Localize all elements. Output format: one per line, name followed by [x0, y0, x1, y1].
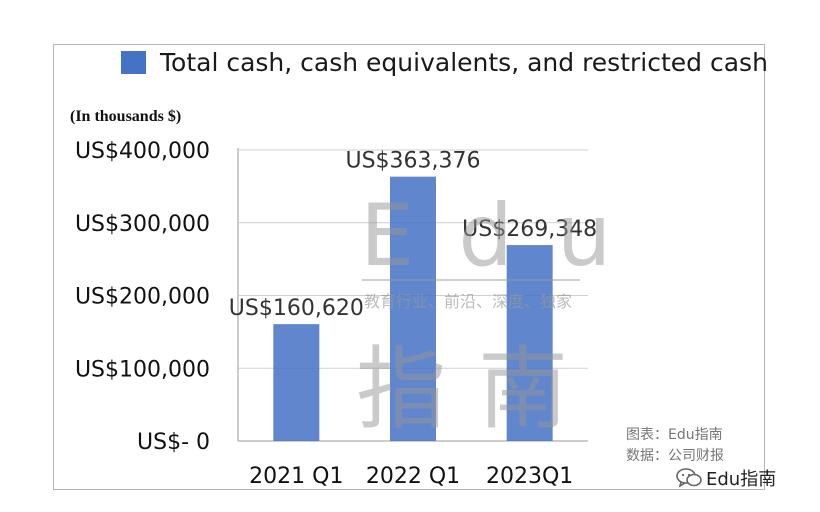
x-tick-label: 2023Q1: [486, 464, 573, 489]
watermark-slogan: 教育行业、前沿、深度、独家: [364, 292, 573, 311]
legend-label: Total cash, cash equivalents, and restri…: [160, 47, 768, 77]
unit-note: (In thousands $): [70, 108, 182, 125]
x-tick-label: 2021 Q1: [249, 464, 343, 489]
bar: [390, 176, 436, 441]
watermark-cjk: 指南: [356, 337, 600, 442]
chart-source-credit: 图表：Edu指南: [626, 427, 723, 443]
legend-swatch: [121, 50, 146, 74]
y-tick-label: US$100,000: [75, 357, 210, 382]
y-tick-label: US$300,000: [75, 212, 210, 237]
bar: [506, 245, 553, 441]
source-credit: 图表：Edu指南 数据：公司财报: [626, 425, 724, 467]
brand: Edu指南: [676, 465, 776, 491]
y-tick-label: US$200,000: [75, 285, 210, 310]
y-tick-label: US$- 0: [137, 430, 210, 455]
legend: Total cash, cash equivalents, and restri…: [121, 44, 768, 80]
watermark-latin: Edu: [360, 186, 656, 286]
brand-label: Edu指南: [706, 469, 777, 490]
watermark-divider: [362, 279, 580, 281]
data-label: US$269,348: [462, 217, 597, 242]
data-source-credit: 数据：公司财报: [626, 448, 724, 464]
bar: [273, 324, 320, 441]
y-tick-label: US$400,000: [75, 139, 210, 164]
data-label: US$363,376: [345, 149, 480, 174]
wechat-icon: [676, 468, 702, 488]
x-tick-label: 2022 Q1: [366, 464, 460, 489]
data-label: US$160,620: [229, 296, 364, 321]
